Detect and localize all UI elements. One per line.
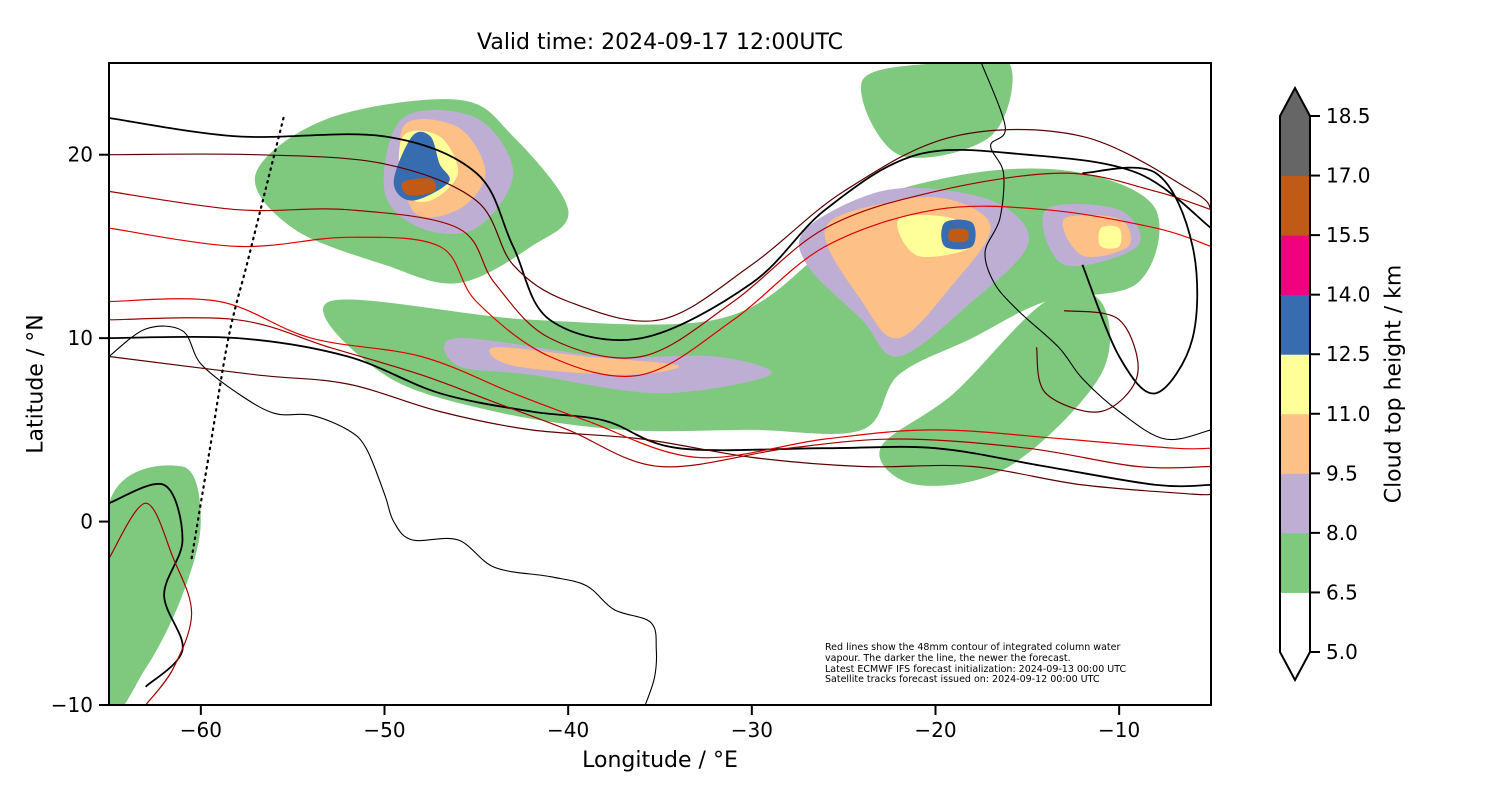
x-axis-ticks: −60 −50 −40 −30 −20 −10 bbox=[180, 705, 1140, 742]
colorbar-segment bbox=[1280, 592, 1310, 653]
colorbar-segment bbox=[1280, 413, 1310, 474]
colorbar-tick-label: 15.5 bbox=[1326, 223, 1371, 247]
colorbar-extend-max bbox=[1280, 88, 1310, 116]
y-tick-label: 20 bbox=[68, 143, 93, 167]
x-tick-label: −40 bbox=[547, 718, 589, 742]
x-axis-label: Longitude / °E bbox=[582, 748, 738, 773]
iwv-contour-line bbox=[109, 205, 1211, 378]
iwv-contour-line bbox=[109, 172, 1211, 359]
x-tick-label: −10 bbox=[1098, 718, 1140, 742]
coastline-south-america bbox=[109, 325, 658, 705]
coastline-africa-west bbox=[980, 63, 1211, 441]
cloud-region bbox=[860, 63, 1013, 158]
iwv-contour-line bbox=[1081, 166, 1199, 395]
colorbar-tick-label: 17.0 bbox=[1326, 164, 1371, 188]
x-tick-label: −50 bbox=[363, 718, 405, 742]
iwv-contour-line bbox=[1035, 310, 1139, 413]
cloud-region bbox=[401, 178, 436, 196]
plot-frame bbox=[108, 62, 1212, 706]
iwv-contour-line bbox=[109, 117, 1211, 341]
colorbar-tick-label: 6.5 bbox=[1326, 580, 1358, 604]
y-axis-label: Latitude / °N bbox=[23, 314, 49, 454]
cloud-region bbox=[109, 465, 201, 705]
colorbar-tick-label: 9.5 bbox=[1326, 461, 1358, 485]
colorbar-segment bbox=[1280, 116, 1310, 177]
x-tick-label: −30 bbox=[731, 718, 773, 742]
colorbar-tick-label: 18.5 bbox=[1326, 104, 1371, 128]
iwv-contour-line bbox=[109, 317, 1211, 469]
note-line: Satellite tracks forecast issued on: 202… bbox=[825, 674, 1100, 686]
iwv-contour-line bbox=[109, 482, 184, 688]
coastlines bbox=[109, 63, 1211, 705]
y-tick-label: 0 bbox=[80, 510, 93, 534]
colorbar-tick-label: 5.0 bbox=[1326, 640, 1358, 664]
satellite-track-line bbox=[190, 116, 285, 560]
colorbar-segment bbox=[1280, 532, 1310, 593]
satellite-track bbox=[190, 116, 285, 560]
iwv-contour-line bbox=[109, 355, 1211, 496]
note-line: Red lines show the 48mm contour of integ… bbox=[825, 642, 1121, 653]
cloud-region bbox=[948, 228, 969, 243]
chart-title: Valid time: 2024-09-17 12:00UTC bbox=[477, 30, 843, 55]
x-tick-label: −20 bbox=[914, 718, 956, 742]
cloud-region bbox=[1098, 225, 1122, 249]
iwv-contour-line bbox=[109, 335, 1211, 488]
iwv-contour-line bbox=[109, 502, 193, 705]
iwv-48mm-contours bbox=[109, 117, 1211, 705]
note-line: vapour. The darker the line, the newer t… bbox=[825, 652, 1071, 664]
x-tick-label: −60 bbox=[180, 718, 222, 742]
iwv-contour-line bbox=[109, 128, 1211, 322]
y-tick-label: 10 bbox=[68, 326, 93, 350]
annotation-note: Red lines show the 48mm contour of integ… bbox=[825, 642, 1127, 686]
y-axis-ticks: −10 0 10 20 bbox=[51, 143, 109, 717]
colorbar-tick-label: 12.5 bbox=[1326, 342, 1371, 366]
colorbar-segment bbox=[1280, 354, 1310, 415]
colorbar-extend-min bbox=[1280, 652, 1310, 680]
colorbar-tick-label: 14.0 bbox=[1326, 283, 1371, 307]
y-tick-label: −10 bbox=[51, 693, 93, 717]
colorbar-segment bbox=[1280, 175, 1310, 236]
colorbar-tick-label: 11.0 bbox=[1326, 402, 1371, 426]
note-line: Latest ECMWF IFS forecast initialization… bbox=[825, 663, 1127, 675]
colorbar-label: Cloud top height / km bbox=[1381, 264, 1407, 504]
colorbar: 5.0 6.5 8.0 9.5 11.0 12.5 14.0 15.5 17.0 18.5 bbox=[1279, 85, 1371, 683]
colorbar-segment bbox=[1280, 473, 1310, 534]
cloud-region bbox=[489, 347, 680, 375]
iwv-contour-line bbox=[109, 298, 1211, 459]
colorbar-segment bbox=[1280, 294, 1310, 355]
colorbar-tick-label: 8.0 bbox=[1326, 521, 1358, 545]
cloud-region bbox=[879, 291, 1111, 486]
colorbar-segment bbox=[1280, 235, 1310, 296]
